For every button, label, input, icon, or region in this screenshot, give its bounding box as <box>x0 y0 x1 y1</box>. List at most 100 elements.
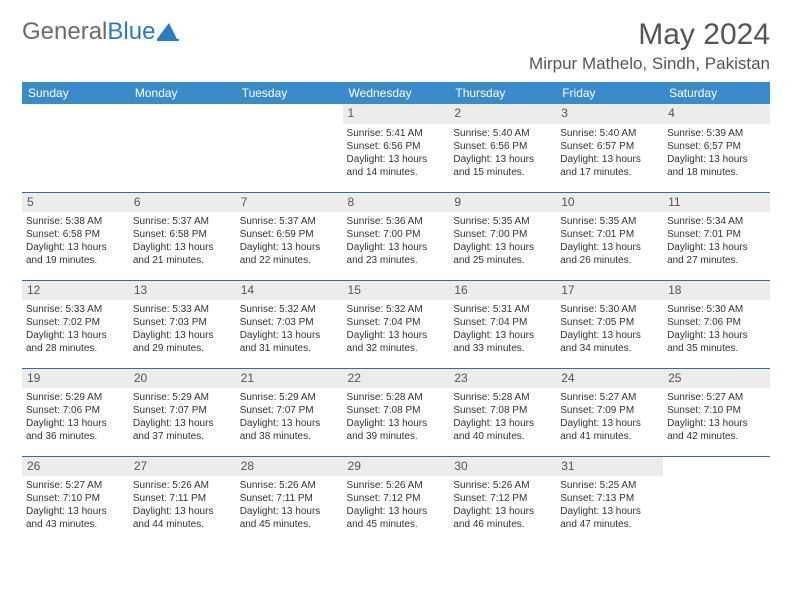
daylight-text: Daylight: 13 hours and 35 minutes. <box>667 329 766 355</box>
sunset-text: Sunset: 7:05 PM <box>560 316 659 329</box>
day-number: 4 <box>663 104 770 124</box>
day-number: 30 <box>449 457 556 477</box>
calendar-day-cell <box>129 104 236 192</box>
day-number: 31 <box>556 457 663 477</box>
sunrise-text: Sunrise: 5:28 AM <box>347 391 446 404</box>
day-number: 18 <box>663 281 770 301</box>
sunrise-text: Sunrise: 5:29 AM <box>133 391 232 404</box>
daylight-text: Daylight: 13 hours and 38 minutes. <box>240 417 339 443</box>
day-number: 23 <box>449 369 556 389</box>
day-number: 7 <box>236 193 343 213</box>
daylight-text: Daylight: 13 hours and 34 minutes. <box>560 329 659 355</box>
brand-part1: General <box>22 18 107 46</box>
calendar-day-cell: 11 Sunrise: 5:34 AMSunset: 7:01 PMDayligh… <box>663 192 770 280</box>
sunrise-text: Sunrise: 5:27 AM <box>26 479 125 492</box>
daylight-text: Daylight: 13 hours and 36 minutes. <box>26 417 125 443</box>
daylight-text: Daylight: 13 hours and 22 minutes. <box>240 241 339 267</box>
sunrise-text: Sunrise: 5:32 AM <box>240 303 339 316</box>
sunset-text: Sunset: 7:02 PM <box>26 316 125 329</box>
sunrise-text: Sunrise: 5:40 AM <box>560 127 659 140</box>
daylight-text: Daylight: 13 hours and 31 minutes. <box>240 329 339 355</box>
sunrise-text: Sunrise: 5:33 AM <box>26 303 125 316</box>
calendar-day-cell: 18Sunrise: 5:30 AMSunset: 7:06 PMDayligh… <box>663 280 770 368</box>
weekday-header: Sunday <box>22 82 129 104</box>
day-number: 21 <box>236 369 343 389</box>
calendar-day-cell: 28Sunrise: 5:26 AMSunset: 7:11 PMDayligh… <box>236 456 343 544</box>
sunrise-text: Sunrise: 5:30 AM <box>560 303 659 316</box>
calendar-day-cell: 23Sunrise: 5:28 AMSunset: 7:08 PMDayligh… <box>449 368 556 456</box>
daylight-text: Daylight: 13 hours and 32 minutes. <box>347 329 446 355</box>
sunrise-text: Sunrise: 5:37 AM <box>133 215 232 228</box>
daylight-text: Daylight: 13 hours and 19 minutes. <box>26 241 125 267</box>
sunset-text: Sunset: 7:11 PM <box>240 492 339 505</box>
sunrise-text: Sunrise: 5:35 AM <box>560 215 659 228</box>
day-number: 17 <box>556 281 663 301</box>
calendar-day-cell: 9Sunrise: 5:35 AMSunset: 7:00 PMDaylight… <box>449 192 556 280</box>
sunset-text: Sunset: 7:00 PM <box>453 228 552 241</box>
day-number: 9 <box>449 193 556 213</box>
sunset-text: Sunset: 6:58 PM <box>26 228 125 241</box>
sunrise-text: Sunrise: 5:26 AM <box>133 479 232 492</box>
calendar-day-cell: 3Sunrise: 5:40 AMSunset: 6:57 PMDaylight… <box>556 104 663 192</box>
sunset-text: Sunset: 7:01 PM <box>667 228 766 241</box>
calendar-week-row: 1Sunrise: 5:41 AMSunset: 6:56 PMDaylight… <box>22 104 770 192</box>
daylight-text: Daylight: 13 hours and 46 minutes. <box>453 505 552 531</box>
sunrise-text: Sunrise: 5:36 AM <box>347 215 446 228</box>
calendar-day-cell: 4Sunrise: 5:39 AMSunset: 6:57 PMDaylight… <box>663 104 770 192</box>
sunrise-text: Sunrise: 5:32 AM <box>347 303 446 316</box>
daylight-text: Daylight: 13 hours and 47 minutes. <box>560 505 659 531</box>
calendar-day-cell: 13Sunrise: 5:33 AMSunset: 7:03 PMDayligh… <box>129 280 236 368</box>
day-number: 19 <box>22 369 129 389</box>
day-number: 2 <box>449 104 556 124</box>
sunset-text: Sunset: 7:11 PM <box>133 492 232 505</box>
calendar-day-cell: 29Sunrise: 5:26 AMSunset: 7:12 PMDayligh… <box>343 456 450 544</box>
sunset-text: Sunset: 7:00 PM <box>347 228 446 241</box>
sunrise-text: Sunrise: 5:34 AM <box>667 215 766 228</box>
calendar-day-cell: 6Sunrise: 5:37 AMSunset: 6:58 PMDaylight… <box>129 192 236 280</box>
sunrise-text: Sunrise: 5:29 AM <box>26 391 125 404</box>
sunset-text: Sunset: 6:58 PM <box>133 228 232 241</box>
sunset-text: Sunset: 7:06 PM <box>667 316 766 329</box>
day-number: 11 <box>663 193 770 213</box>
calendar-week-row: 26 Sunrise: 5:27 AMSunset: 7:10 PM Dayligh… <box>22 456 770 544</box>
month-title: May 2024 <box>529 18 770 52</box>
daylight-text: Daylight: 13 hours and 14 minutes. <box>347 153 446 179</box>
day-number: 22 <box>343 369 450 389</box>
weekday-header: Wednesday <box>343 82 450 104</box>
daylight-text: Daylight: 13 hours and 39 minutes. <box>347 417 446 443</box>
calendar-header-row: SundayMondayTuesdayWednesdayThursdayFrid… <box>22 82 770 104</box>
daylight-text: Daylight: 13 hours and 28 minutes. <box>26 329 125 355</box>
day-number: 25 <box>663 369 770 389</box>
daylight-text: Daylight: 13 hours and 27 minutes. <box>667 241 766 267</box>
sunset-text: Sunset: 7:04 PM <box>347 316 446 329</box>
sunrise-text: Sunrise: 5:29 AM <box>240 391 339 404</box>
sunset-text: Sunset: 7:01 PM <box>560 228 659 241</box>
daylight-text: Daylight: 13 hours and 37 minutes. <box>133 417 232 443</box>
daylight-text: Daylight: 13 hours and 17 minutes. <box>560 153 659 179</box>
day-number: 27 <box>129 457 236 477</box>
calendar-week-row: 12Sunrise: 5:33 AMSunset: 7:02 PMDayligh… <box>22 280 770 368</box>
daylight-text: Daylight: 13 hours and 41 minutes. <box>560 417 659 443</box>
day-number: 1 <box>343 104 450 124</box>
sunset-text: Sunset: 7:07 PM <box>240 404 339 417</box>
calendar-day-cell: 7Sunrise: 5:37 AMSunset: 6:59 PMDaylight… <box>236 192 343 280</box>
day-number: 5 <box>22 193 129 213</box>
day-number: 26 <box>22 457 129 477</box>
sunrise-text: Sunrise: 5:33 AM <box>133 303 232 316</box>
day-number: 29 <box>343 457 450 477</box>
calendar-week-row: 5Sunrise: 5:38 AMSunset: 6:58 PMDaylight… <box>22 192 770 280</box>
day-number: 20 <box>129 369 236 389</box>
sunset-text: Sunset: 7:06 PM <box>26 404 125 417</box>
calendar-day-cell: 26Sunrise: 5:27 AMSunset: 7:10 PMDayligh… <box>22 456 129 544</box>
sunset-text: Sunset: 7:12 PM <box>347 492 446 505</box>
sunrise-text: Sunrise: 5:26 AM <box>240 479 339 492</box>
sunrise-text: Sunrise: 5:27 AM <box>667 391 766 404</box>
calendar-day-cell: 20Sunrise: 5:29 AMSunset: 7:07 PMDayligh… <box>129 368 236 456</box>
calendar-day-cell: 22Sunrise: 5:28 AMSunset: 7:08 PMDayligh… <box>343 368 450 456</box>
sunset-text: Sunset: 7:10 PM <box>26 492 125 505</box>
calendar-day-cell: 25Sunrise: 5:27 AMSunset: 7:10 PMDayligh… <box>663 368 770 456</box>
day-number: 16 <box>449 281 556 301</box>
day-number: 6 <box>129 193 236 213</box>
day-number: 10 <box>556 193 663 213</box>
sunrise-text: Sunrise: 5:37 AM <box>240 215 339 228</box>
